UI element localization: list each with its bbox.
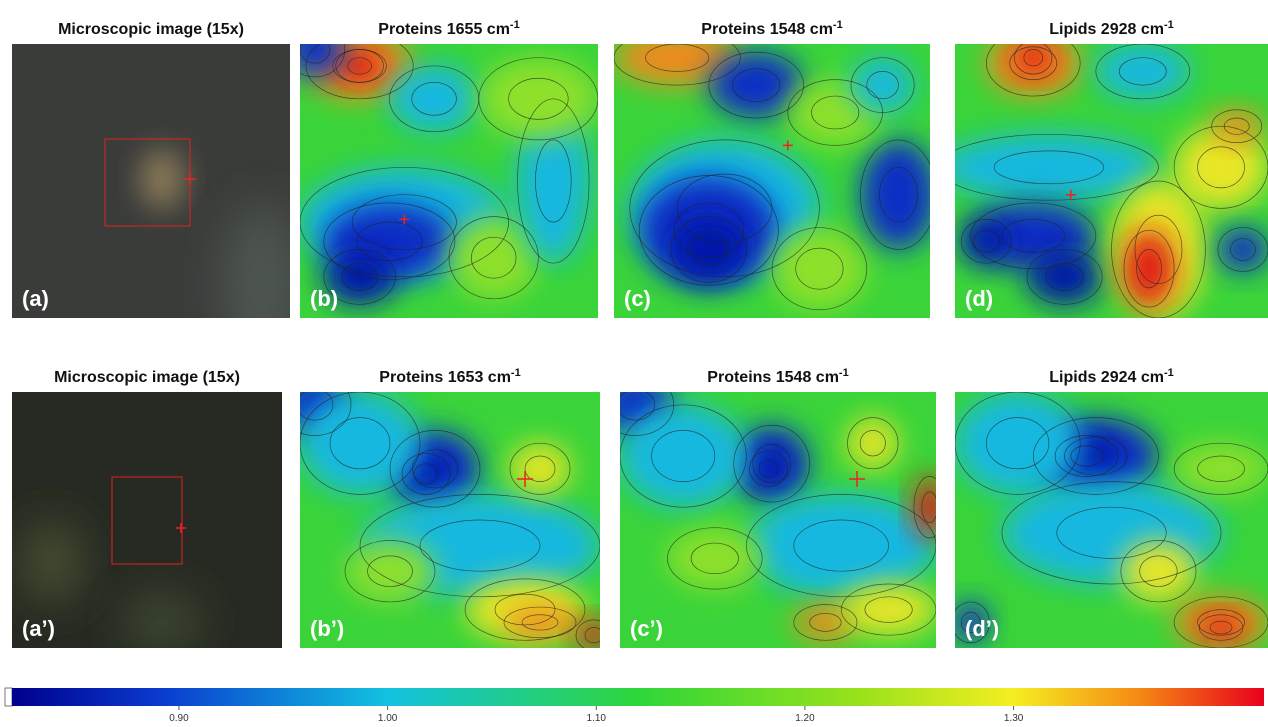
panel: Microscopic image (15x) (a) [12, 21, 302, 364]
title-superscript: -1 [511, 367, 521, 379]
panel-title: Lipids 2924 cm-1 [1049, 367, 1174, 386]
title-text: Lipids 2924 cm [1049, 369, 1164, 386]
micro-band [222, 204, 302, 364]
map-blob [389, 66, 478, 132]
title-superscript: -1 [1164, 367, 1174, 379]
panel-label: (c) [624, 286, 651, 311]
micro-spot [122, 592, 202, 652]
panel-image [279, 374, 612, 650]
panel-title: Proteins 1653 cm-1 [379, 367, 520, 386]
figure: Microscopic image (15x) (a) Proteins 1655 … [0, 0, 1268, 727]
panel-label: (b’) [310, 616, 344, 641]
title-text: Microscopic image (15x) [58, 21, 244, 38]
panel-image [12, 44, 302, 364]
panel-label: (a’) [22, 616, 55, 641]
panel: Proteins 1548 cm-1 (c’) [598, 367, 946, 648]
panel-title: Proteins 1655 cm-1 [378, 19, 519, 38]
title-superscript: -1 [833, 19, 843, 31]
panel-image [12, 392, 282, 652]
panel-label: (d) [965, 286, 993, 311]
panel-image [598, 374, 946, 648]
map-blob [955, 392, 1080, 494]
title-text: Proteins 1653 cm [379, 369, 511, 386]
map-blob [860, 140, 936, 250]
panel: Proteins 1655 cm-1 (b) [285, 19, 598, 318]
panel-title: Proteins 1548 cm-1 [701, 19, 842, 38]
title-text: Microscopic image (15x) [54, 369, 240, 386]
panel: Proteins 1548 cm-1 (c) [614, 19, 936, 318]
colorbar-tick-label: 1.20 [795, 713, 815, 724]
panel-image [952, 392, 1268, 648]
title-superscript: -1 [839, 367, 849, 379]
map-blob [671, 217, 747, 283]
title-text: Proteins 1548 cm [707, 369, 839, 386]
micro-spot [140, 149, 184, 209]
colorbar-tick-label: 1.10 [587, 713, 607, 724]
panel: Proteins 1653 cm-1 (b’) [279, 367, 612, 651]
title-text: Lipids 2928 cm [1049, 21, 1164, 38]
panel-label: (a) [22, 286, 49, 311]
colorbar [12, 688, 1264, 706]
panel: Lipids 2928 cm-1 (d) [939, 19, 1268, 318]
title-superscript: -1 [1164, 19, 1174, 31]
map-blob [300, 392, 420, 494]
colorbar-tick-label: 0.90 [169, 713, 189, 724]
panel-image [285, 22, 598, 318]
panel: Lipids 2924 cm-1 (d’) [952, 367, 1268, 648]
title-superscript: -1 [510, 19, 520, 31]
title-text: Proteins 1548 cm [701, 21, 833, 38]
panel-image [939, 30, 1268, 318]
map-blob [939, 134, 1158, 200]
panel: Microscopic image (15x) (a’) [12, 369, 282, 652]
micro-spot [22, 522, 82, 602]
panel-title: Lipids 2928 cm-1 [1049, 19, 1174, 38]
title-text: Proteins 1655 cm [378, 21, 510, 38]
panel-title: Microscopic image (15x) [58, 21, 244, 38]
panel-label: (c’) [630, 616, 663, 641]
panel-image [614, 30, 936, 318]
colorbar-tick-label: 1.30 [1004, 713, 1024, 724]
colorbar-tick-label: 1.00 [378, 713, 398, 724]
colorbar-end [5, 688, 12, 706]
panel-title: Proteins 1548 cm-1 [707, 367, 848, 386]
map-blob [345, 540, 435, 601]
map-blob [772, 228, 867, 310]
map-blob [746, 494, 936, 596]
panel-title: Microscopic image (15x) [54, 369, 240, 386]
panel-label: (b) [310, 286, 338, 311]
panel-label: (d’) [965, 616, 999, 641]
